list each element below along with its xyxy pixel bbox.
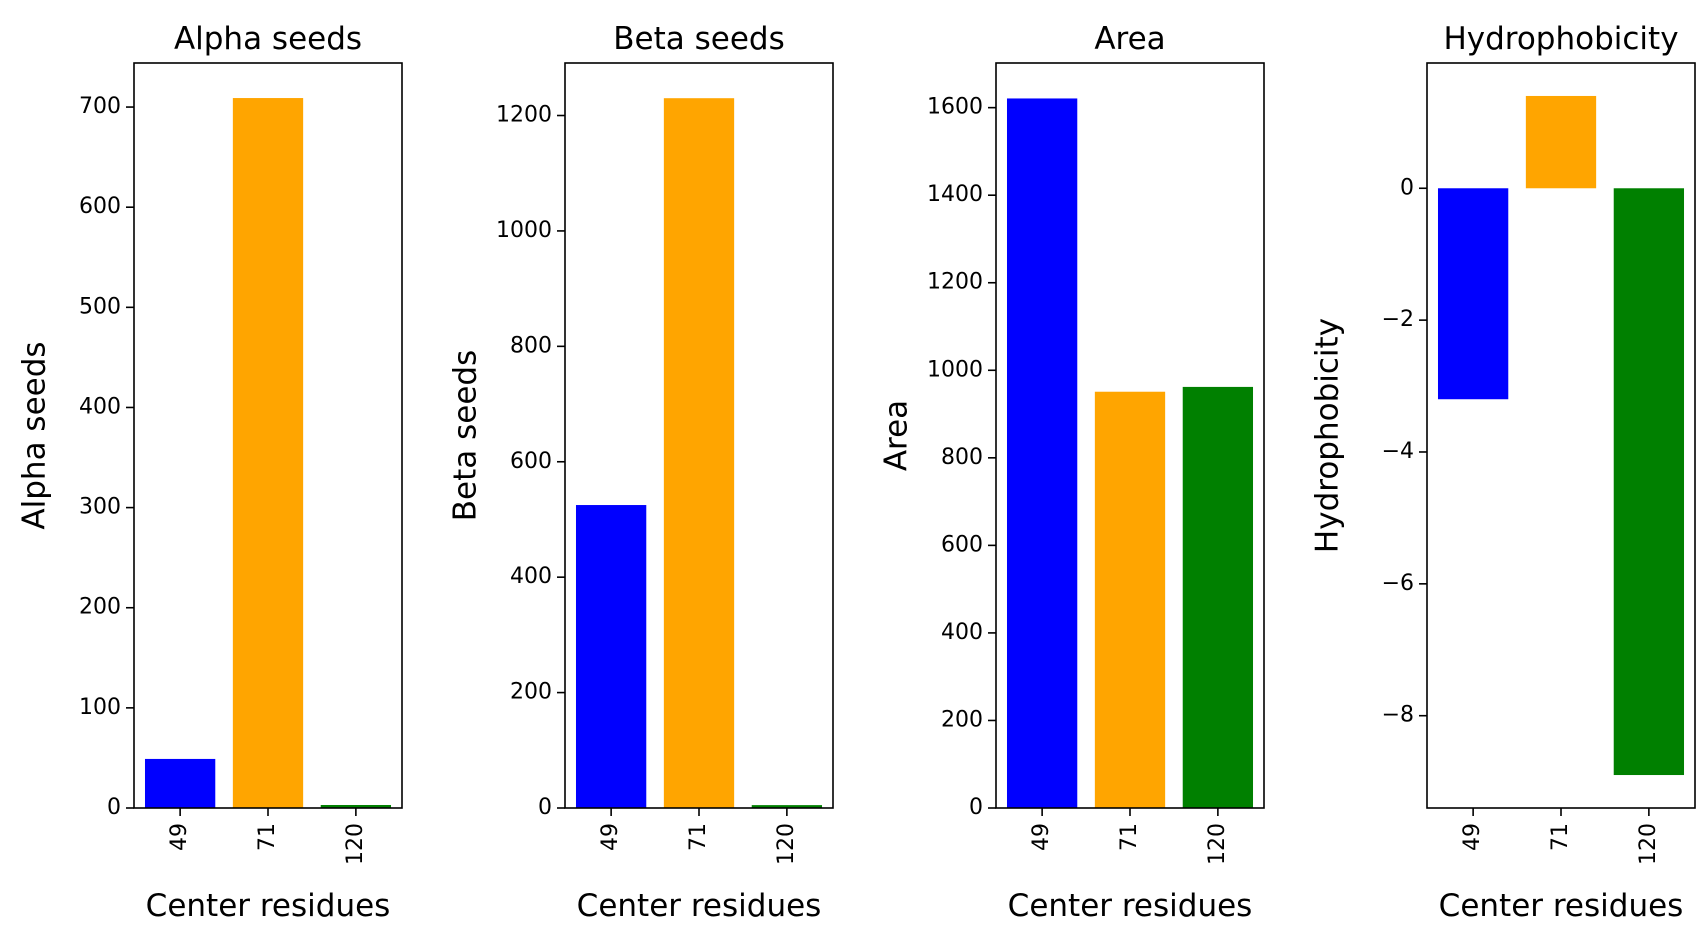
y-axis-label: Area	[879, 400, 915, 471]
y-tick-label: 700	[79, 94, 121, 119]
bars	[575, 98, 823, 808]
y-tick-label: 300	[79, 495, 121, 520]
y-tick-label: 0	[969, 795, 983, 820]
bar-71	[232, 98, 304, 808]
y-tick-label: 800	[510, 333, 552, 358]
bars	[1006, 98, 1254, 809]
bars	[1437, 95, 1685, 776]
x-tick-label: 71	[1548, 823, 1573, 851]
y-tick-label: 800	[941, 445, 983, 470]
subplot-hydrophobicity: Hydrophobicity Hydrophobicity Center res…	[1310, 21, 1696, 924]
bar-49	[1006, 98, 1078, 809]
x-axis-label: Center residues	[1439, 888, 1684, 924]
y-tick-label: 200	[510, 680, 552, 705]
y-tick-label: 200	[941, 707, 983, 732]
chart-title: Alpha seeds	[174, 21, 362, 57]
x-tick-label: 49	[1460, 823, 1485, 851]
x-tick-label: 49	[167, 823, 192, 851]
y-tick-label: 400	[941, 620, 983, 645]
y-tick-label: −2	[1382, 307, 1414, 332]
y-tick-label: 100	[79, 695, 121, 720]
y-tick-label: −8	[1382, 703, 1414, 728]
y-tick-label: 600	[941, 532, 983, 557]
x-tick-label: 71	[1117, 823, 1142, 851]
y-tick-label: 200	[79, 595, 121, 620]
y-axis-label: Beta seeds	[448, 350, 484, 521]
y-tick-label: 600	[510, 449, 552, 474]
bar-49	[575, 505, 647, 808]
chart-title: Hydrophobicity	[1443, 21, 1678, 57]
bar-71	[1525, 95, 1597, 189]
x-tick-label: 71	[686, 823, 711, 851]
chart-title: Beta seeds	[613, 21, 784, 57]
x-tick-label: 49	[598, 823, 623, 851]
y-tick-label: −6	[1382, 571, 1414, 596]
bar-49	[144, 758, 216, 808]
chart-title: Area	[1094, 21, 1165, 57]
subplot-area: Area Area Center residues 0 200 400 600 800 1…	[879, 21, 1265, 924]
ticks: 0 200 400 600 800 1000 1200 1400 1600 49 71 120	[927, 95, 1230, 865]
y-tick-label: 400	[79, 394, 121, 419]
plot-frame	[133, 62, 403, 809]
y-tick-label: 1200	[496, 103, 552, 128]
bar-71	[1094, 391, 1166, 808]
y-tick-label: 0	[1400, 175, 1414, 200]
y-tick-label: −4	[1382, 439, 1414, 464]
x-tick-label: 120	[343, 823, 368, 865]
y-axis-label: Hydrophobicity	[1310, 318, 1346, 553]
x-tick-label: 120	[1205, 823, 1230, 865]
plot-frame	[995, 62, 1265, 809]
x-tick-label: 71	[255, 823, 280, 851]
bar-71	[663, 98, 735, 808]
x-axis-label: Center residues	[577, 888, 822, 924]
y-tick-label: 400	[510, 564, 552, 589]
y-tick-label: 1400	[927, 182, 983, 207]
bar-49	[1437, 188, 1509, 400]
x-tick-label: 49	[1029, 823, 1054, 851]
y-tick-label: 600	[79, 194, 121, 219]
ticks: 0 −2 −4 −6 −8 49 71 120	[1382, 175, 1661, 865]
y-tick-label: 1000	[927, 357, 983, 382]
x-axis-label: Center residues	[146, 888, 391, 924]
y-tick-label: 0	[538, 795, 552, 820]
y-tick-label: 500	[79, 294, 121, 319]
subplot-beta-seeds: Beta seeds Beta seeds Center residues 0 2…	[448, 21, 834, 924]
x-tick-label: 120	[1636, 823, 1661, 865]
ticks: 0 200 400 600 800 1000 1200 49 71 120	[496, 103, 799, 865]
y-tick-label: 0	[107, 795, 121, 820]
bar-120	[320, 804, 392, 808]
x-axis-label: Center residues	[1008, 888, 1253, 924]
y-axis-label: Alpha seeds	[17, 341, 53, 529]
ticks: 0 100 200 300 400 500 600 700 49 71 120	[79, 94, 368, 865]
bars	[144, 98, 392, 808]
subplot-alpha-seeds: Alpha seeds Alpha seeds Center residues …	[17, 21, 403, 924]
y-tick-label: 1600	[927, 95, 983, 120]
bar-120	[1613, 188, 1685, 776]
plot-frame	[1426, 62, 1696, 809]
bar-120	[1182, 386, 1254, 808]
y-tick-label: 1200	[927, 270, 983, 295]
bar-120	[751, 805, 823, 808]
x-tick-label: 120	[774, 823, 799, 865]
y-tick-label: 1000	[496, 218, 552, 243]
plot-frame	[564, 62, 834, 809]
